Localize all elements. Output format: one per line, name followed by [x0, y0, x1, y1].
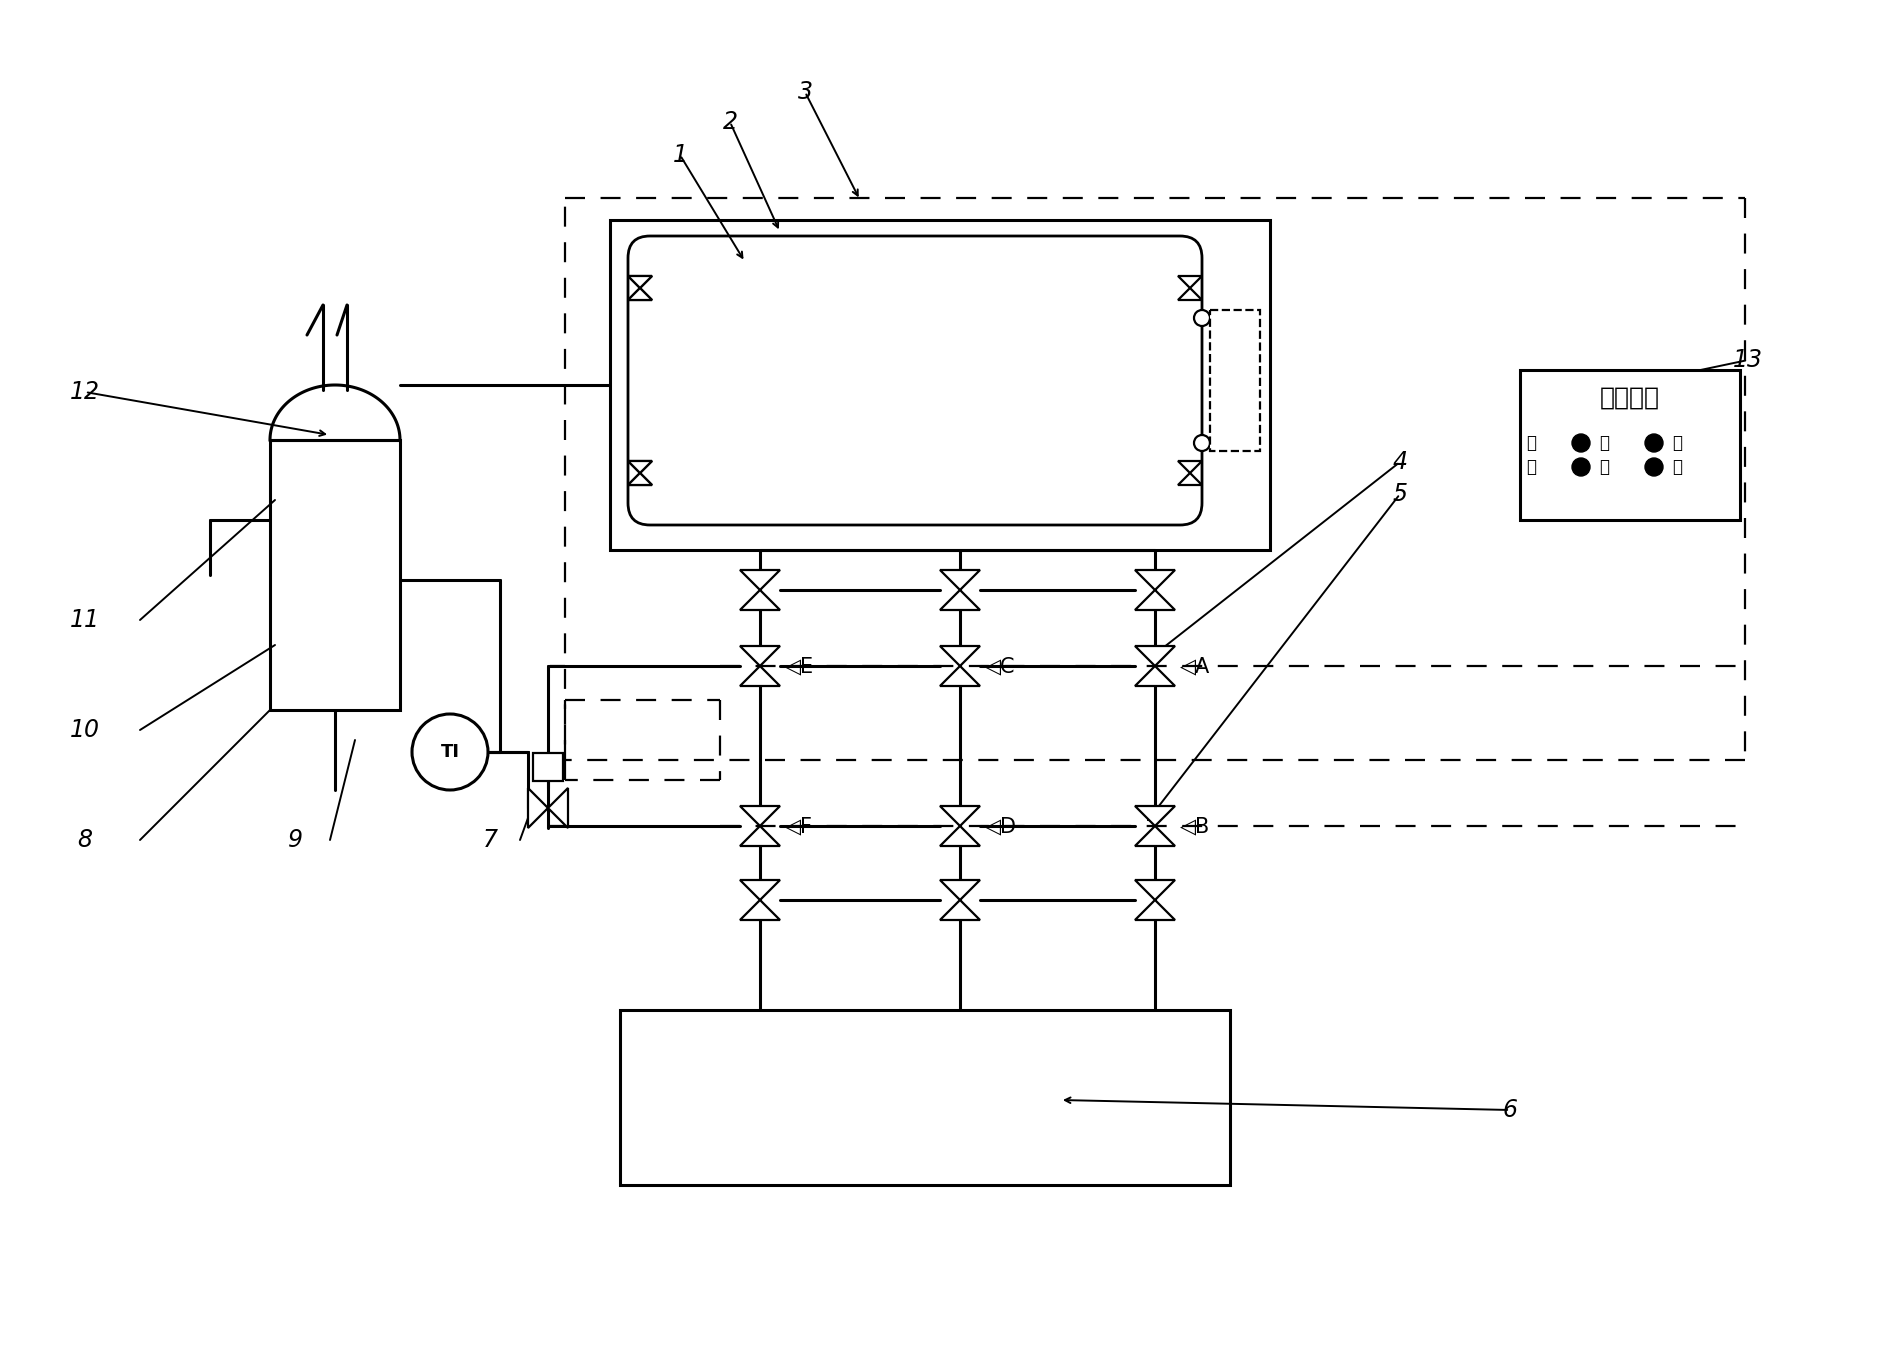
Bar [1521, 369, 1740, 521]
Polygon shape [627, 461, 652, 473]
Text: ◁F: ◁F [786, 816, 812, 836]
Circle shape [1194, 309, 1211, 326]
Polygon shape [1179, 275, 1201, 288]
Text: 5: 5 [1392, 483, 1407, 506]
Text: 置: 置 [1672, 458, 1681, 476]
Polygon shape [1135, 667, 1175, 686]
Text: 7: 7 [482, 827, 497, 852]
Text: TI: TI [440, 743, 459, 761]
Text: 手: 手 [1526, 433, 1536, 453]
Polygon shape [941, 826, 980, 846]
Text: ◁D: ◁D [984, 816, 1016, 836]
Polygon shape [941, 590, 980, 611]
Text: 设: 设 [1672, 433, 1681, 453]
Text: 1: 1 [672, 143, 688, 168]
Bar [270, 440, 400, 710]
Text: 动: 动 [1526, 458, 1536, 476]
Polygon shape [740, 880, 780, 900]
Polygon shape [1135, 646, 1175, 667]
Polygon shape [740, 646, 780, 667]
Circle shape [1194, 435, 1211, 451]
Polygon shape [1179, 288, 1201, 300]
Polygon shape [941, 806, 980, 826]
Circle shape [1645, 458, 1662, 476]
Bar [620, 1010, 1230, 1184]
Polygon shape [627, 275, 652, 288]
Polygon shape [1135, 806, 1175, 826]
Polygon shape [740, 806, 780, 826]
Polygon shape [740, 570, 780, 590]
FancyBboxPatch shape [627, 236, 1201, 525]
Text: 3: 3 [797, 80, 812, 104]
Text: ◁C: ◁C [984, 656, 1016, 676]
Polygon shape [627, 288, 652, 300]
Polygon shape [1135, 880, 1175, 900]
Circle shape [412, 714, 487, 791]
Polygon shape [941, 880, 980, 900]
Text: 13: 13 [1732, 348, 1762, 372]
Text: 9: 9 [287, 827, 302, 852]
Text: 8: 8 [77, 827, 93, 852]
Polygon shape [1135, 826, 1175, 846]
Polygon shape [1179, 473, 1201, 485]
Text: ◁B: ◁B [1181, 816, 1211, 836]
Polygon shape [1135, 590, 1175, 611]
Text: 2: 2 [722, 110, 737, 134]
Text: ◁E: ◁E [786, 656, 814, 676]
Text: 10: 10 [70, 718, 100, 741]
Text: 动: 动 [1598, 458, 1609, 476]
Polygon shape [1135, 900, 1175, 920]
Text: 4: 4 [1392, 450, 1407, 474]
Polygon shape [627, 275, 652, 288]
Polygon shape [548, 788, 569, 827]
Polygon shape [627, 473, 652, 485]
Text: 自: 自 [1598, 433, 1609, 453]
Text: 自控模块: 自控模块 [1600, 386, 1660, 409]
Polygon shape [740, 590, 780, 611]
Circle shape [1572, 433, 1591, 453]
Polygon shape [1135, 570, 1175, 590]
Polygon shape [529, 788, 548, 827]
Polygon shape [941, 646, 980, 667]
Circle shape [1572, 458, 1591, 476]
Polygon shape [941, 900, 980, 920]
Polygon shape [941, 570, 980, 590]
Polygon shape [627, 288, 652, 300]
Bar [610, 219, 1269, 551]
Polygon shape [627, 461, 652, 473]
Circle shape [1645, 433, 1662, 453]
Text: 11: 11 [70, 608, 100, 632]
Text: 6: 6 [1502, 1099, 1517, 1122]
Polygon shape [1179, 461, 1201, 473]
Polygon shape [740, 826, 780, 846]
Polygon shape [740, 667, 780, 686]
Polygon shape [627, 473, 652, 485]
Text: ◁A: ◁A [1181, 656, 1211, 676]
Bar [533, 752, 563, 781]
Polygon shape [941, 667, 980, 686]
Polygon shape [740, 900, 780, 920]
Text: 12: 12 [70, 380, 100, 403]
Bar [1211, 309, 1260, 451]
